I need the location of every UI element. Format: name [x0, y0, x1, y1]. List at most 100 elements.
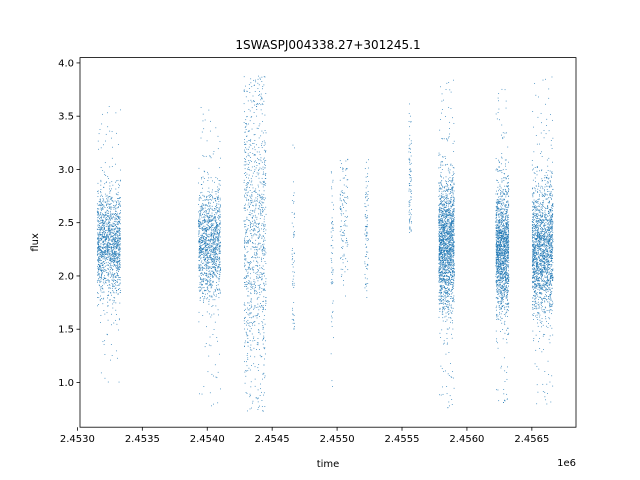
data-point — [108, 213, 109, 214]
data-point — [438, 234, 440, 236]
data-point — [199, 248, 200, 250]
data-point — [102, 234, 103, 236]
data-point — [452, 230, 454, 232]
data-point — [216, 256, 218, 257]
data-point — [111, 261, 113, 263]
data-point — [208, 208, 210, 209]
data-point — [410, 178, 412, 180]
data-point — [220, 242, 221, 244]
data-point — [259, 94, 261, 96]
data-point — [204, 254, 206, 256]
data-point — [452, 189, 454, 191]
data-point — [119, 219, 121, 221]
data-point — [113, 252, 115, 254]
data-point — [214, 231, 216, 233]
data-point — [293, 236, 294, 238]
data-point — [105, 219, 107, 221]
data-point — [409, 134, 411, 136]
data-point — [218, 218, 220, 219]
data-point — [102, 229, 103, 231]
data-point — [450, 233, 452, 235]
data-point — [367, 167, 369, 169]
data-point — [97, 242, 99, 244]
data-point — [263, 194, 265, 196]
data-point — [218, 251, 220, 253]
data-point — [253, 230, 254, 232]
data-point — [265, 93, 267, 94]
data-point — [410, 185, 412, 186]
data-point — [450, 227, 452, 228]
data-point — [207, 277, 209, 279]
data-point — [258, 147, 260, 148]
data-point — [96, 280, 98, 282]
data-point — [104, 277, 106, 279]
data-point — [118, 318, 120, 320]
data-point — [115, 213, 116, 214]
data-point — [97, 237, 98, 239]
data-point — [448, 253, 450, 255]
data-point — [245, 316, 246, 318]
data-point — [254, 222, 256, 223]
data-point — [331, 221, 333, 223]
data-point — [250, 304, 252, 306]
data-point — [205, 251, 207, 252]
data-point — [445, 227, 446, 229]
data-point — [215, 198, 217, 200]
data-point — [442, 222, 444, 223]
data-point — [98, 248, 100, 250]
data-point — [439, 240, 441, 241]
data-point — [216, 224, 218, 225]
data-point — [410, 162, 412, 164]
data-point — [208, 218, 210, 220]
data-point — [214, 231, 215, 233]
data-point — [448, 262, 450, 264]
data-point — [410, 151, 411, 153]
data-point — [110, 269, 111, 270]
data-point — [258, 125, 260, 127]
data-point — [97, 247, 99, 248]
data-point — [209, 272, 211, 274]
data-point — [103, 235, 105, 237]
data-point — [107, 250, 109, 252]
data-point — [408, 206, 410, 207]
data-point — [205, 261, 207, 263]
data-point — [250, 284, 252, 286]
data-point — [200, 289, 202, 291]
data-point — [250, 222, 252, 224]
data-point — [453, 211, 455, 213]
data-point — [119, 202, 121, 204]
data-point — [255, 81, 257, 83]
data-point — [450, 216, 452, 218]
data-point — [207, 243, 208, 245]
data-point — [101, 250, 103, 251]
data-point — [246, 124, 248, 126]
data-point — [200, 279, 201, 280]
data-point — [339, 231, 341, 233]
data-point — [117, 256, 119, 258]
data-point — [409, 183, 411, 185]
data-point — [104, 228, 106, 229]
data-point — [208, 299, 210, 301]
data-point — [331, 261, 333, 263]
data-point — [199, 227, 200, 229]
data-point — [201, 227, 203, 229]
data-point — [446, 257, 447, 259]
data-point — [254, 305, 255, 307]
data-point — [202, 287, 204, 289]
data-point — [118, 232, 120, 234]
data-point — [213, 210, 215, 211]
data-point — [103, 241, 105, 242]
data-point — [115, 218, 117, 220]
data-point — [250, 322, 252, 323]
data-point — [202, 208, 204, 210]
data-point — [449, 264, 451, 265]
data-point — [261, 215, 263, 217]
data-point — [443, 257, 445, 258]
data-point — [261, 406, 263, 408]
data-point — [448, 136, 450, 138]
data-point — [199, 297, 201, 299]
data-point — [104, 271, 106, 273]
data-point — [204, 215, 206, 216]
data-point — [250, 233, 252, 235]
data-point — [203, 220, 205, 222]
